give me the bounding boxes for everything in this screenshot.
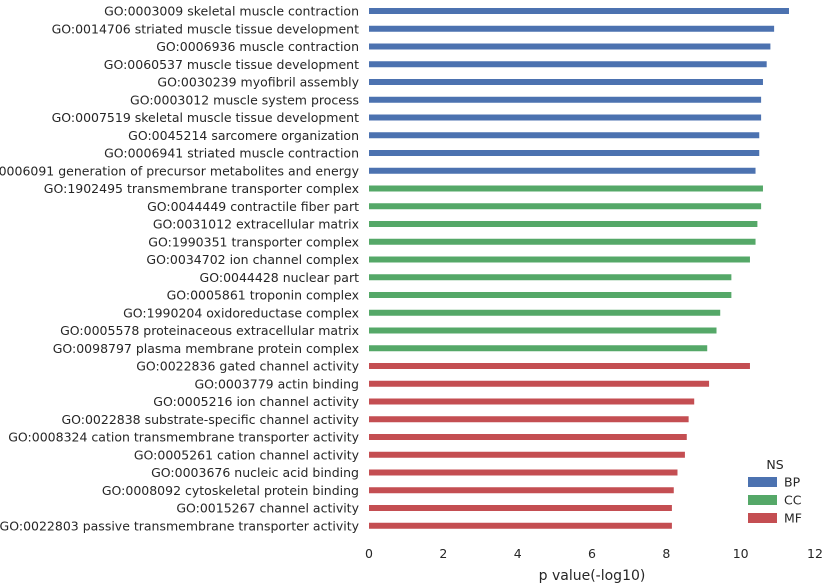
category-label: GO:0044428 nuclear part [200,270,360,285]
bar-bp [369,132,760,139]
x-tick-label: 10 [733,546,749,561]
category-label: GO:0006941 striated muscle contraction [104,146,359,161]
category-labels: GO:0003009 skeletal muscle contraction GO… [0,4,360,534]
legend-entries: BP CC MF [748,475,802,526]
category-label: GO:1990204 oxidoreductase complex [123,305,359,320]
bar-bp [369,61,767,68]
x-tick-label: 8 [662,546,670,561]
bar-cc [369,274,732,281]
category-label: GO:1902495 transmembrane transporter com… [44,181,359,196]
category-label: GO:0008324 cation transmembrane transpor… [8,430,359,445]
legend-title: NS [766,457,783,472]
x-tick-label: 4 [514,546,522,561]
x-tick-label: 2 [439,546,447,561]
bar-mf [369,398,695,405]
category-label: GO:0014706 striated muscle tissue develo… [52,21,360,36]
bar-cc [369,203,762,210]
x-tick-label: 12 [807,546,823,561]
bar-cc [369,221,758,227]
bar-bp [369,25,775,32]
category-label: GO:0030239 myofibril assembly [157,75,359,90]
bar-mf [369,451,685,458]
category-label: GO:0031012 extracellular matrix [153,217,359,232]
bars-layer [369,8,789,529]
legend: NS BP CC MF [748,457,802,526]
bar-cc [369,185,763,192]
legend-label-cc: CC [784,493,802,508]
category-label: GO:0022803 passive transmembrane transpo… [0,518,360,533]
bar-cc [369,256,750,263]
bar-mf [369,522,672,529]
x-tick-label: 6 [588,546,596,561]
category-label: GO:0008092 cytoskeletal protein binding [102,483,359,498]
category-label: GO:0034702 ion channel complex [146,252,359,267]
bar-mf [369,434,687,440]
legend-swatch-cc [748,495,777,505]
category-label: GO:0005578 proteinaceous extracellular m… [60,323,359,338]
legend-swatch-mf [748,513,777,523]
category-label: GO:0007519 skeletal muscle tissue develo… [52,110,359,125]
bar-bp [369,79,763,85]
category-label: GO:0045214 sarcomere organization [128,128,359,143]
category-label: GO:0015267 channel activity [176,501,359,516]
category-label: GO:0003012 muscle system process [130,92,359,107]
bar-mf [369,416,689,423]
legend-swatch-bp [748,477,777,487]
category-label: GO:0005861 troponin complex [167,288,359,303]
bar-bp [369,167,756,174]
x-axis-ticks: 0 2 4 6 8 10 12 [365,546,823,561]
legend-label-bp: BP [784,475,801,490]
category-label: GO:1990351 transporter complex [148,234,359,249]
bar-mf [369,469,678,476]
bar-bp [369,43,771,50]
category-label: GO:0098797 plasma membrane protein compl… [53,341,359,356]
category-label: GO:0022838 substrate-specific channel ac… [61,412,359,427]
category-label: GO:0060537 muscle tissue development [104,57,359,72]
bar-cc [369,327,717,334]
legend-label-mf: MF [784,511,802,526]
category-label: GO:0044449 contractile fiber part [147,199,359,214]
bar-mf [369,505,672,511]
bar-bp [369,96,762,103]
bar-mf [369,363,750,369]
category-label: GO:0005261 cation channel activity [134,447,360,462]
bar-bp [369,8,789,14]
bar-bp [369,150,760,156]
bar-mf [369,487,674,494]
bar-cc [369,345,708,352]
category-label: GO:0003009 skeletal muscle contraction [104,4,359,19]
category-label: GO:0003676 nucleic acid binding [151,465,359,480]
x-axis-title: p value(-log10) [539,568,646,584]
x-tick-label: 0 [365,546,373,561]
bar-cc [369,238,756,245]
category-label: GO:0003779 actin binding [194,376,359,391]
category-label: GO:0022836 gated channel activity [136,359,359,374]
category-label: GO:0005216 ion channel activity [153,394,359,409]
category-label: GO:0006936 muscle contraction [156,39,359,54]
category-label: GO:0006091 generation of precursor metab… [0,163,360,178]
bar-cc [369,309,721,316]
bar-bp [369,114,762,121]
bar-cc [369,292,732,298]
bar-mf [369,380,710,387]
